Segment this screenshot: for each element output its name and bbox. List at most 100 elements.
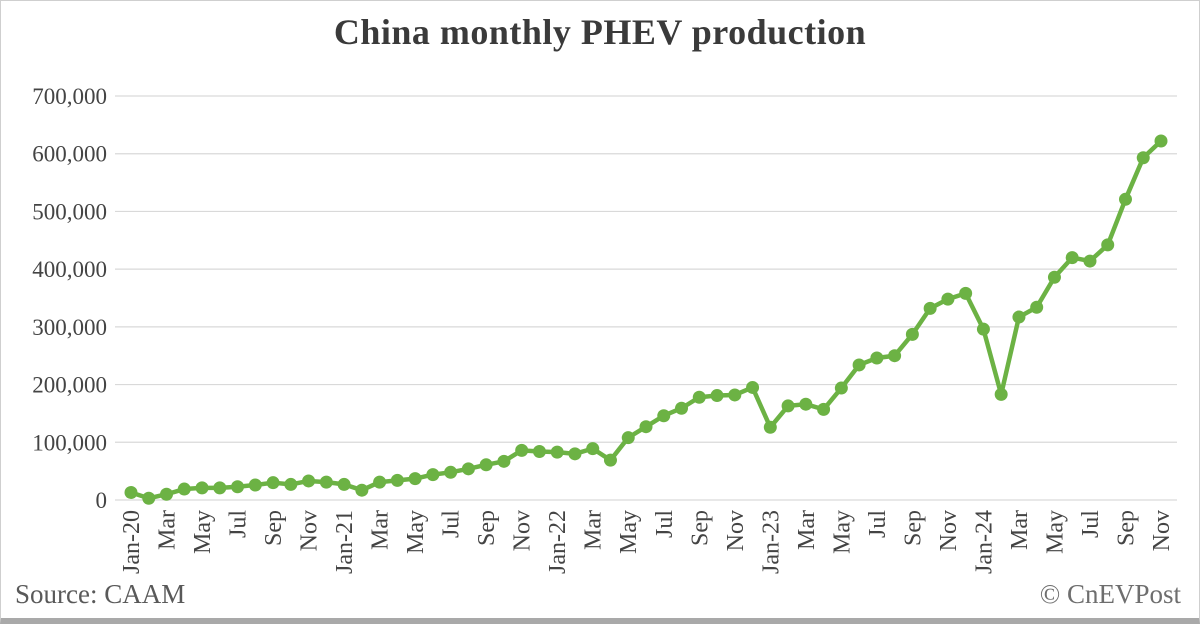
- x-tick-label: Jul: [652, 510, 678, 538]
- x-tick-label: May: [403, 510, 429, 554]
- y-tick-label: 600,000: [32, 142, 107, 167]
- data-point: [479, 458, 493, 472]
- data-point: [284, 477, 298, 491]
- y-tick-label: 400,000: [32, 257, 107, 282]
- data-point: [710, 389, 724, 403]
- data-point: [1154, 134, 1168, 148]
- data-point: [444, 465, 458, 479]
- x-tick-label: Jan-20: [119, 510, 145, 574]
- x-tick-label: May: [190, 510, 216, 554]
- x-tick-label: Mar: [155, 510, 181, 550]
- data-point: [817, 402, 831, 416]
- x-tick-label: May: [829, 510, 855, 554]
- x-tick-label: Sep: [1113, 510, 1139, 546]
- y-tick-label: 100,000: [32, 430, 107, 455]
- data-point: [994, 387, 1008, 401]
- data-point: [959, 286, 973, 300]
- x-tick-label: Jul: [439, 510, 465, 538]
- gridlines: [115, 95, 1177, 501]
- source-label: Source: CAAM: [15, 579, 186, 609]
- data-point: [213, 481, 227, 495]
- x-tick-label: Sep: [474, 510, 500, 546]
- series-markers: [124, 134, 1168, 505]
- data-point: [1047, 270, 1061, 284]
- data-point: [852, 358, 866, 372]
- x-tick-label: Nov: [1149, 510, 1175, 551]
- data-point: [319, 475, 333, 489]
- data-point: [675, 401, 689, 415]
- data-point: [337, 477, 351, 491]
- data-point: [550, 445, 564, 459]
- x-tick-label: May: [1042, 510, 1068, 554]
- data-point: [1030, 300, 1044, 314]
- data-point: [461, 462, 475, 476]
- x-axis-tick-labels: Jan-20 Mar May Jul Sep Nov Jan-21 Mar May Jul Sep N…: [119, 510, 1175, 574]
- data-point: [621, 431, 635, 445]
- data-point: [603, 453, 617, 467]
- data-point: [1101, 238, 1115, 252]
- data-point: [870, 351, 884, 365]
- x-tick-label: Sep: [687, 510, 713, 546]
- x-tick-label: Jul: [865, 510, 891, 538]
- data-point: [692, 390, 706, 404]
- y-tick-label: 500,000: [32, 199, 107, 224]
- x-tick-label: Sep: [900, 510, 926, 546]
- data-point: [532, 445, 546, 459]
- chart-title: China monthly PHEV production: [333, 12, 867, 52]
- data-point: [905, 327, 919, 341]
- y-tick-label: 300,000: [32, 315, 107, 340]
- x-tick-label: Jul: [226, 510, 252, 538]
- data-point: [1012, 310, 1026, 324]
- data-point: [923, 301, 937, 315]
- data-point: [124, 485, 138, 499]
- data-point: [834, 381, 848, 395]
- copyright-label: © CnEVPost: [1039, 579, 1181, 609]
- data-point: [1136, 151, 1150, 165]
- x-tick-label: Nov: [510, 510, 536, 551]
- series-line: [128, 138, 1164, 501]
- x-tick-label: Jan-23: [758, 510, 784, 574]
- data-point: [763, 420, 777, 434]
- x-tick-label: Jan-22: [545, 510, 571, 574]
- data-point: [799, 397, 813, 411]
- x-tick-label: Mar: [368, 510, 394, 550]
- x-tick-label: Mar: [581, 510, 607, 550]
- x-tick-label: Sep: [261, 510, 287, 546]
- x-tick-label: Jan-24: [971, 510, 997, 574]
- data-point: [160, 487, 174, 501]
- y-axis-tick-labels: 0 100,000 200,000 300,000 400,000 500,000 600,…: [32, 84, 107, 513]
- x-tick-label: Nov: [723, 510, 749, 551]
- data-point: [248, 478, 262, 492]
- data-point: [390, 473, 404, 487]
- data-point: [142, 491, 156, 505]
- data-point: [976, 322, 990, 336]
- data-point: [426, 468, 440, 482]
- y-tick-label: 700,000: [32, 84, 107, 109]
- x-tick-label: Nov: [936, 510, 962, 551]
- data-point: [1083, 254, 1097, 268]
- data-point: [568, 447, 582, 461]
- data-point: [177, 482, 191, 496]
- data-point: [639, 420, 653, 434]
- data-point: [657, 409, 671, 423]
- x-tick-label: May: [616, 510, 642, 554]
- data-point: [746, 380, 760, 394]
- y-tick-label: 200,000: [32, 373, 107, 398]
- data-point: [941, 292, 955, 306]
- data-point: [497, 454, 511, 468]
- data-point: [728, 388, 742, 402]
- x-tick-label: Nov: [297, 510, 323, 551]
- x-tick-label: Mar: [1007, 510, 1033, 550]
- y-tick-label: 0: [96, 488, 108, 513]
- x-tick-label: Mar: [794, 510, 820, 550]
- data-point: [515, 443, 529, 457]
- data-point: [1065, 251, 1079, 265]
- data-point: [302, 474, 316, 488]
- data-point: [266, 476, 280, 490]
- x-tick-label: Jul: [1078, 510, 1104, 538]
- data-point: [781, 399, 795, 413]
- data-point: [231, 480, 245, 494]
- data-point: [408, 472, 422, 486]
